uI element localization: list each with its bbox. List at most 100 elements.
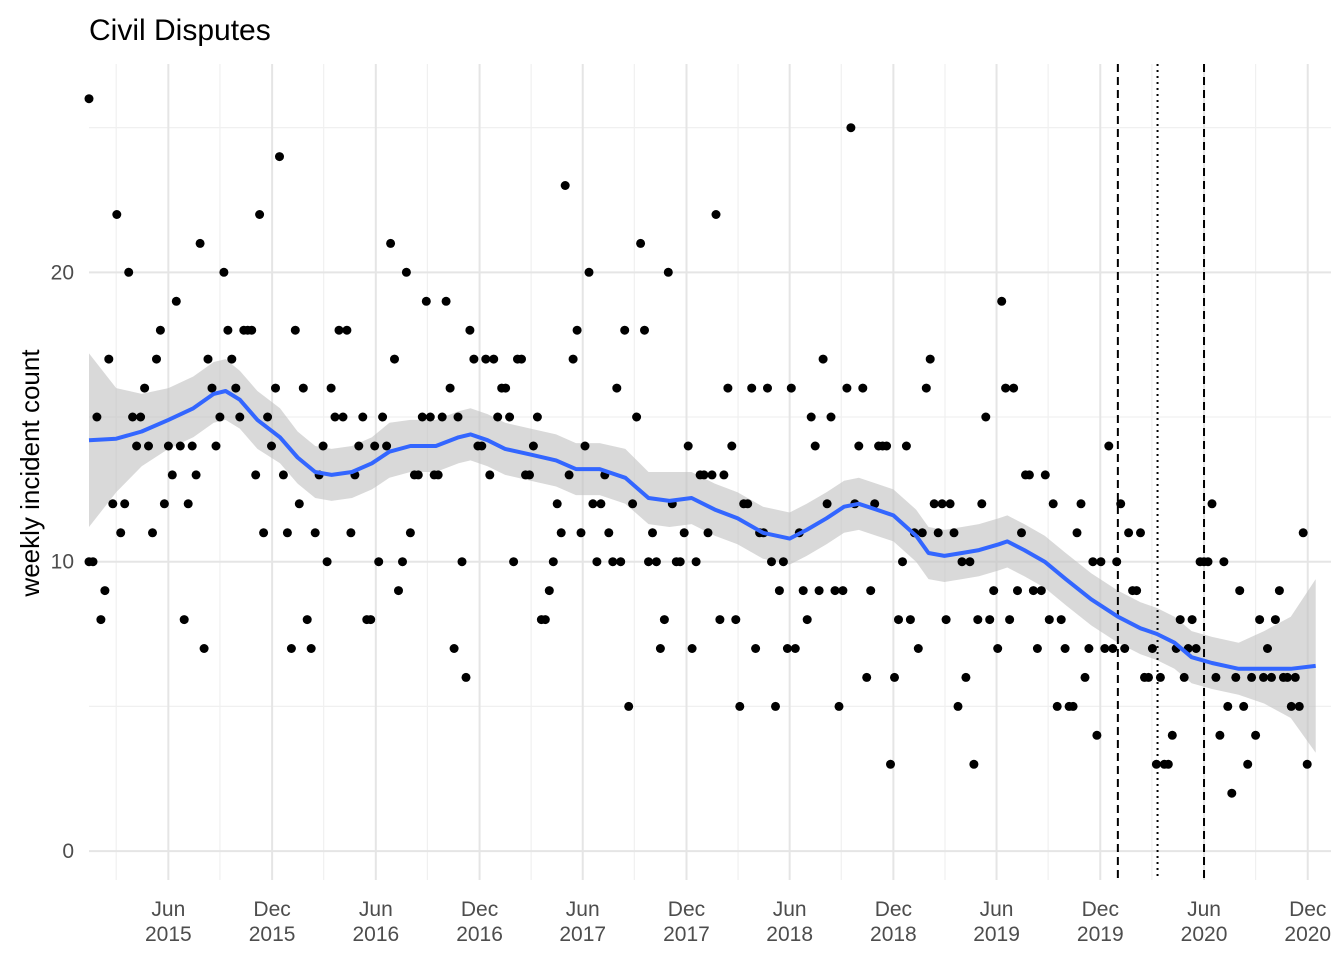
data-point [267,441,276,451]
data-point [1179,672,1189,682]
data-point [183,499,193,509]
data-point [1080,672,1090,682]
data-point [449,644,459,653]
data-point [1124,528,1134,538]
data-point [195,238,205,248]
data-point [540,615,550,625]
data-point [1151,759,1161,769]
data-point [1017,528,1026,538]
data-point [298,383,308,393]
data-point [1104,441,1114,451]
data-point [1096,557,1106,567]
data-point [1084,644,1094,653]
data-point [1116,499,1126,509]
data-point [933,528,943,538]
data-point [187,441,197,451]
data-point [1286,701,1296,711]
data-point [763,383,772,393]
data-point [973,615,983,625]
data-point [640,325,649,335]
x-tick-month: Dec [461,898,498,921]
data-point [378,412,388,422]
trend-line [88,389,1316,671]
data-point [1282,672,1292,682]
data-points [84,94,1312,798]
data-point [715,615,725,625]
data-point [441,296,451,306]
data-point [937,499,947,509]
data-point [1132,586,1142,596]
data-point [219,267,229,277]
data-point [366,615,376,625]
data-point [786,383,796,393]
data-point [862,672,872,682]
data-point [572,325,582,335]
x-axis-ticks: Jun2015Dec2015Jun2016Dec2016Jun2017Dec20… [145,898,1331,946]
data-point [1009,383,1019,393]
data-point [358,412,368,422]
data-point [286,644,296,653]
data-point [1163,759,1173,769]
x-tick-year: 2015 [249,923,296,946]
x-tick-month: Jun [151,898,185,921]
data-point [719,470,729,480]
x-tick-month: Jun [359,898,393,921]
data-point [648,528,657,538]
data-point [417,412,427,422]
data-point [271,383,280,393]
data-point [993,644,1003,653]
data-point [108,499,118,509]
data-point [96,615,106,625]
data-point [588,499,598,509]
data-point [433,470,443,480]
data-point [92,412,102,422]
data-point [886,759,895,769]
data-point [1013,586,1022,596]
data-point [675,557,685,567]
confidence-band [89,353,1316,753]
data-point [731,615,741,625]
data-point [330,412,340,422]
data-point [1088,557,1098,567]
data-point [977,499,987,509]
data-point [120,499,130,509]
data-point [1207,499,1217,509]
data-point [294,499,304,509]
x-tick-month: Dec [253,898,290,921]
data-point [382,441,392,451]
data-point [1136,528,1145,538]
data-point [445,383,455,393]
data-point [616,557,626,567]
data-point [247,325,257,335]
data-point [1263,644,1272,653]
data-point [465,325,475,335]
data-point [374,557,384,567]
data-point [592,557,602,567]
data-point [509,557,519,567]
data-point [1060,644,1070,653]
data-point [905,615,915,625]
data-point [231,383,241,393]
data-point [1191,644,1201,653]
data-point [203,354,213,364]
data-point [318,441,328,451]
data-point [223,325,233,335]
data-point [1040,470,1050,480]
data-point [628,499,638,509]
data-point [941,615,951,625]
data-point [1215,730,1225,740]
data-point [576,528,586,538]
data-point [1294,701,1304,711]
data-point [858,383,868,393]
x-tick-year: 2020 [1181,923,1228,946]
data-point [1243,759,1253,769]
data-point [1175,615,1185,625]
data-point [477,441,487,451]
data-point [227,354,237,364]
data-point [846,123,856,133]
data-point [199,644,209,653]
data-point [1144,672,1153,682]
data-point [144,441,153,451]
data-point [890,672,899,682]
